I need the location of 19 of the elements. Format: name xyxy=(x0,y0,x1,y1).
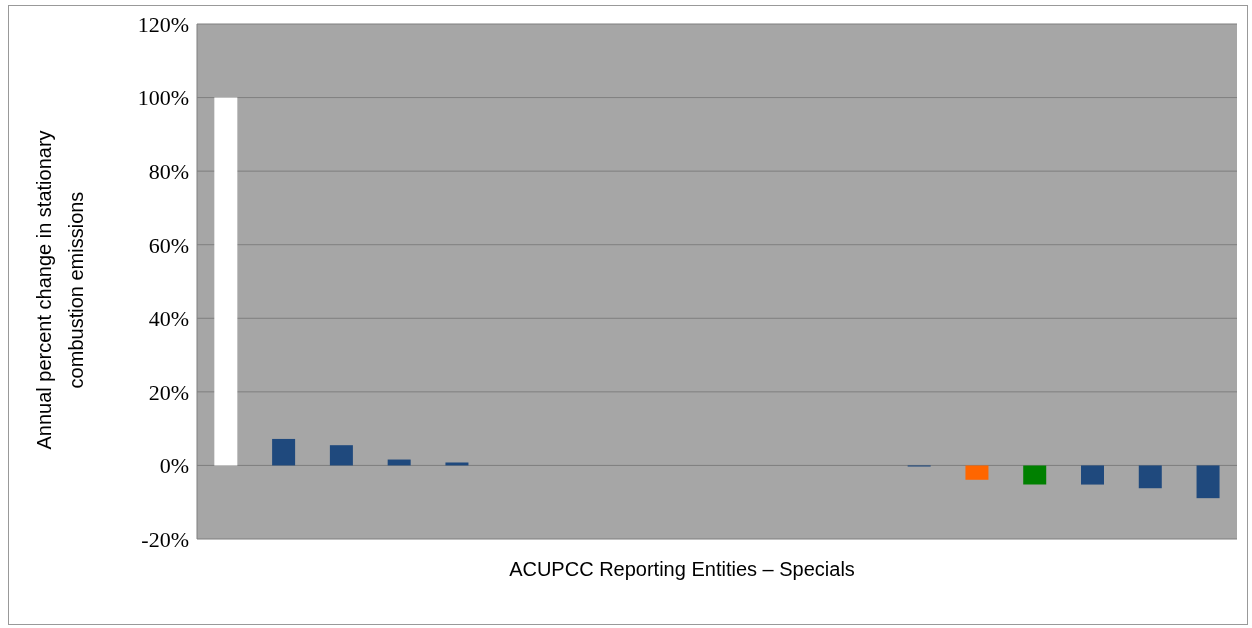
y-tick-label: 40% xyxy=(148,306,189,332)
y-tick-label: 60% xyxy=(148,232,189,258)
y-tick-label: 0% xyxy=(159,453,189,479)
bar xyxy=(1081,465,1104,485)
y-tick-label: -20% xyxy=(141,526,189,552)
bar xyxy=(445,462,469,466)
y-axis-title: Annual percent change in stationary combustion emissions xyxy=(32,129,88,452)
y-tick-label: 120% xyxy=(137,11,189,37)
bar xyxy=(272,438,296,466)
bar xyxy=(965,465,989,480)
bar xyxy=(1196,465,1220,499)
y-tick-label: 80% xyxy=(148,158,189,184)
x-axis-title: ACUPCC Reporting Entities – Specials xyxy=(508,558,856,581)
bar xyxy=(329,445,353,466)
bar xyxy=(1138,465,1162,489)
bar xyxy=(214,97,238,466)
y-tick-label: 20% xyxy=(148,379,189,405)
y-tick-label: 100% xyxy=(137,85,189,111)
bar xyxy=(1023,465,1047,485)
